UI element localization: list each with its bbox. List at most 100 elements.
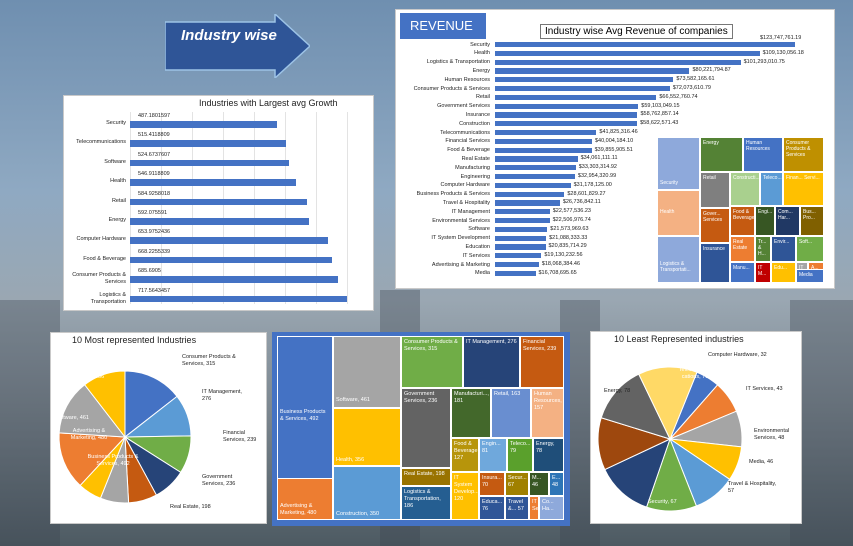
revenue-bar (495, 244, 546, 250)
most-pie-chart (58, 370, 192, 504)
pie-slice-label: Telecommuni cations, 79 (678, 367, 712, 380)
revenue-category-label: IT Management (451, 208, 490, 215)
revenue-bar (495, 253, 542, 259)
revenue-bar (495, 209, 550, 215)
growth-category-label: Food & Beverage (83, 255, 126, 262)
revenue-category-label: Retail (475, 94, 490, 101)
growth-category-label: Energy (108, 217, 126, 223)
revenue-category-label: Financial Services (445, 138, 490, 145)
count-treemap-tile: Real Estate, 198 (401, 468, 451, 486)
revenue-data-label: $26,736,842.11 (562, 199, 601, 206)
revenue-chart-title: Industry wise Avg Revenue of companies (540, 24, 733, 39)
revenue-category-label: Insurance (465, 111, 490, 118)
count-treemap-tile: Retail, 163 (491, 388, 531, 438)
count-treemap-tile: Energy, 78 (533, 438, 564, 472)
revenue-category-label: Manufacturing (455, 164, 490, 171)
pie-slice-label: IT Services, 43 (746, 386, 783, 392)
growth-data-label: 717.5643457 (138, 287, 171, 294)
growth-bar (130, 237, 328, 244)
count-treemap-tile: Construction, 350 (333, 466, 401, 520)
growth-category-label: Logistics & Transportation (90, 291, 126, 305)
pie-slice-label: Business Products & Services, 492 (87, 454, 139, 467)
growth-category-label: Retail (111, 197, 126, 204)
growth-gridline (347, 112, 348, 304)
revenue-category-label: Education (465, 243, 490, 250)
count-treemap-tile: Manufacturi..., 181 (451, 388, 491, 438)
revenue-treemap-tile: Gover... Services (700, 208, 730, 243)
revenue-data-label: $73,582,165.61 (676, 76, 715, 83)
revenue-category-label: Government Services (437, 103, 490, 110)
revenue-category-label: Business Products & Services (416, 191, 490, 198)
growth-category-label: Software (104, 158, 126, 165)
revenue-treemap-tile: Teleco... (760, 172, 783, 206)
revenue-category-label: Human Resources (444, 76, 490, 83)
revenue-treemap-tile: Bus... Pro... (800, 206, 824, 236)
revenue-category-label: Food & Beverage (447, 147, 490, 154)
revenue-data-label: $40,004,184.10 (594, 137, 634, 144)
revenue-category-label: Real Estate (461, 155, 490, 162)
growth-category-label: Consumer Products & Services (72, 272, 126, 286)
revenue-bar (495, 262, 539, 268)
revenue-bar (495, 156, 578, 162)
growth-gridline (130, 112, 131, 304)
growth-category-label: Telecommunications (76, 139, 126, 146)
revenue-treemap-tile: Consumer Products & Services (783, 137, 824, 172)
revenue-treemap-tile: Insurance (700, 243, 730, 283)
count-treemap-tile: Educa... 76 (479, 496, 505, 520)
revenue-category-label: Health (474, 50, 490, 57)
revenue-data-label: $21,573,969.63 (550, 225, 589, 232)
revenue-treemap: Security Energy Human Resources Consumer Pr… (657, 137, 824, 283)
revenue-data-label: $72,073,610.79 (672, 85, 711, 91)
count-treemap-tile: M... 46 (529, 472, 549, 496)
growth-category-label: Security (106, 120, 126, 126)
revenue-banner: REVENUE (400, 13, 486, 39)
pie-slice-label: Government Services, 236 (202, 474, 236, 487)
revenue-bar (495, 218, 550, 224)
count-treemap-tile: Food & Beverage, 127 (451, 438, 479, 472)
revenue-bar (495, 174, 575, 180)
revenue-category-label: IT System Development (431, 235, 490, 242)
growth-bar (130, 218, 310, 225)
revenue-data-label: $21,088,333.33 (549, 234, 588, 241)
count-treemap-tile: Consumer Products & Services, 315 (401, 336, 463, 388)
growth-bar (130, 198, 308, 206)
revenue-data-label: $16,708,695.65 (538, 269, 577, 276)
revenue-bar (495, 121, 638, 127)
revenue-category-label: Energy (472, 67, 490, 74)
pie-slice-label: Health, 356 (76, 374, 105, 380)
revenue-data-label: $59,103,049.15 (641, 102, 680, 109)
pie-slice-label: Energy, 78 (604, 388, 631, 394)
revenue-bar (495, 94, 657, 100)
revenue-category-label: Travel & Hospitality (442, 199, 490, 206)
growth-category-label: Health (110, 178, 126, 185)
revenue-category-label: Software (468, 226, 490, 233)
revenue-bar (495, 165, 576, 171)
revenue-treemap-tile: Real Estate (730, 236, 755, 262)
pie-slice (83, 370, 126, 439)
least-pie-chart (597, 366, 743, 512)
revenue-data-label: $28,601,829.27 (567, 190, 606, 197)
revenue-data-label: $22,506,976.74 (552, 217, 591, 223)
revenue-bar (495, 191, 565, 197)
count-treemap-tile: Insura... 70 (479, 472, 505, 496)
revenue-treemap-tile: Envir... (771, 236, 796, 262)
count-treemap-tile: Advertising & Marketing, 480 (277, 478, 333, 520)
revenue-data-label: $66,552,760.74 (659, 93, 698, 100)
growth-category-label: Computer Hardware (76, 236, 126, 243)
revenue-data-label: $19,130,232.56 (544, 252, 583, 259)
revenue-data-label: $31,178,125.00 (573, 181, 612, 188)
revenue-bar (495, 226, 548, 232)
header-title: Industry wise (181, 27, 277, 44)
revenue-category-label: Security (470, 41, 490, 48)
revenue-category-label: Construction (459, 120, 490, 127)
revenue-category-label: Consumer Products & Services (413, 85, 490, 92)
revenue-bar (495, 42, 795, 48)
revenue-treemap-tile: Media (796, 269, 824, 283)
count-treemap-tile: Financial Services, 239 (520, 336, 564, 388)
revenue-treemap-tile: Food & Beverage (730, 206, 755, 236)
revenue-category-label: Telecommunications (440, 129, 490, 136)
pie-slice (124, 370, 178, 439)
revenue-data-label: $41,825,316.46 (599, 129, 638, 135)
count-treemap-tile: Human Resources, 157 (531, 388, 564, 438)
revenue-bar (495, 270, 536, 276)
